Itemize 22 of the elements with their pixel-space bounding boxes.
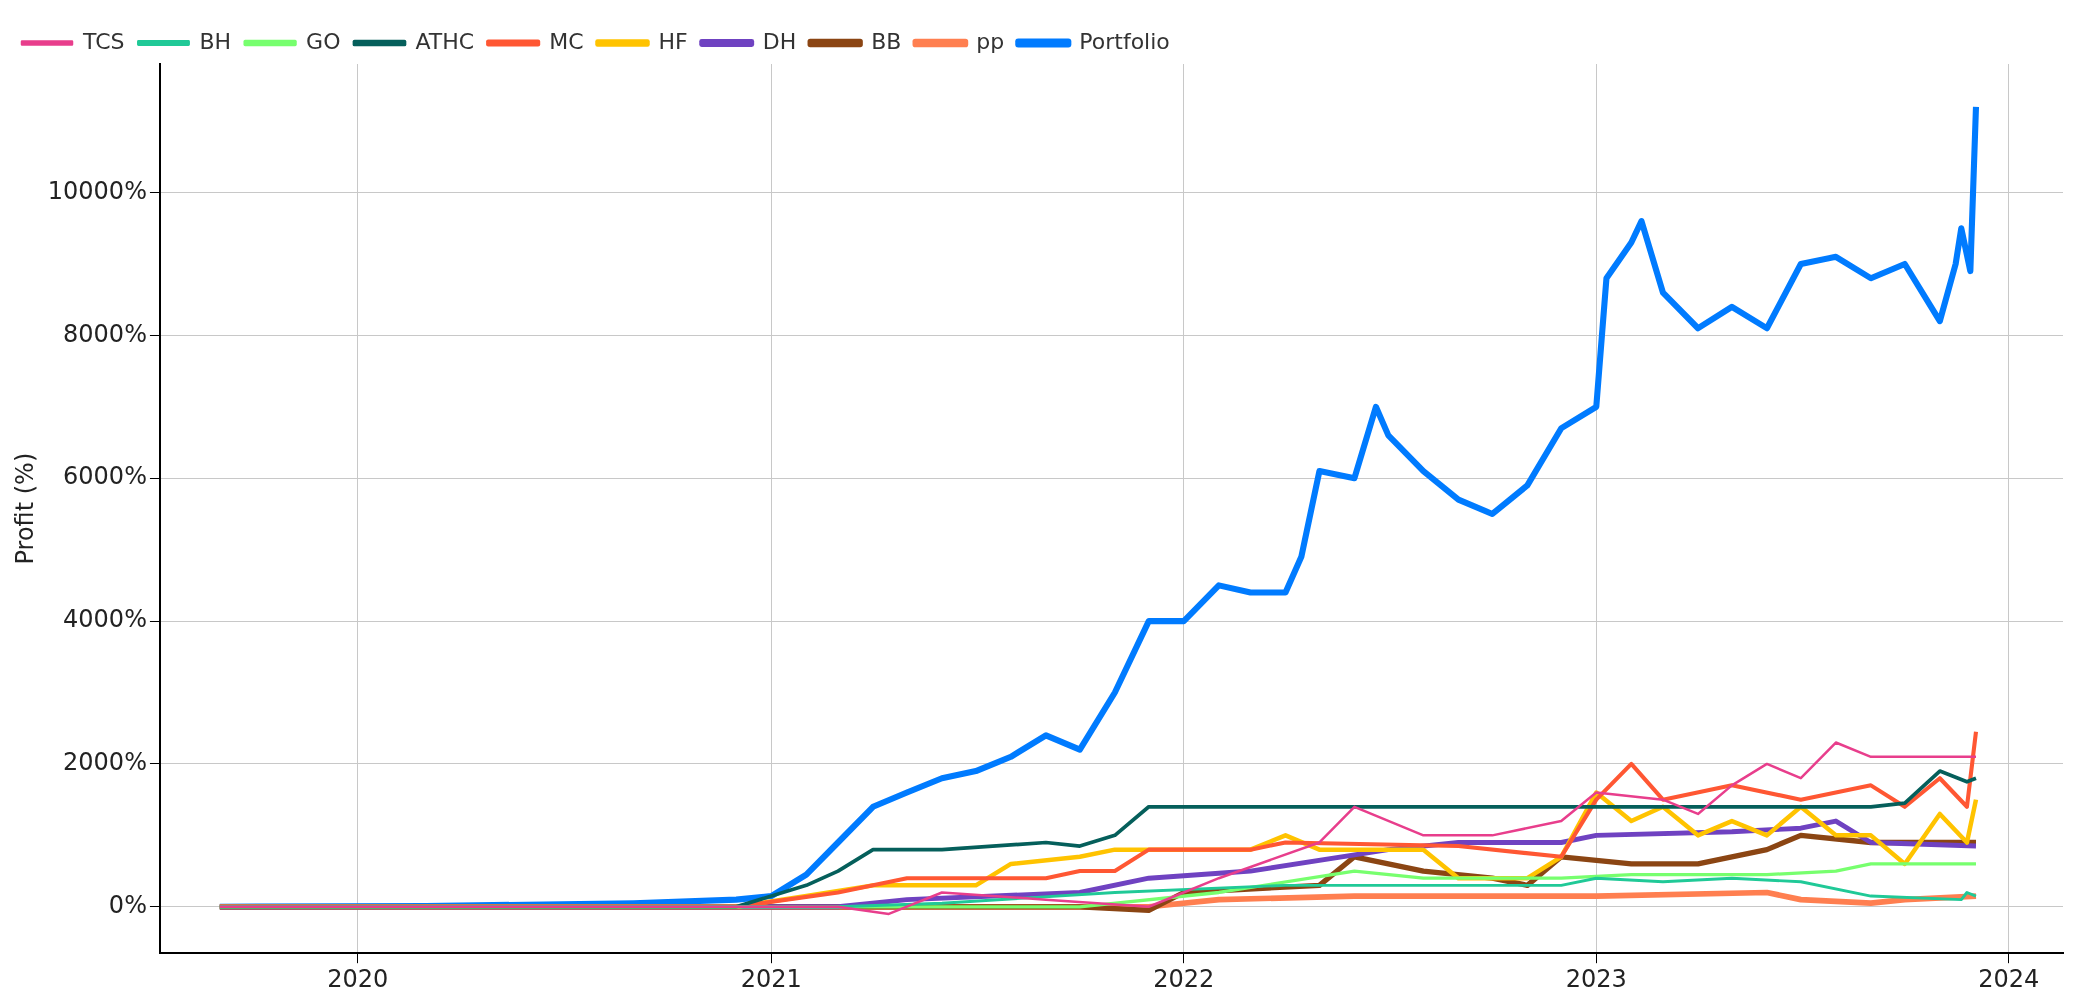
y-tick-label: 6000% [63, 462, 147, 491]
legend-label: GO [306, 28, 341, 54]
legend-label: ATHC [415, 28, 475, 54]
legend-label: Portfolio [1079, 28, 1170, 54]
x-tick-label: 2024 [1978, 964, 2040, 993]
y-tick-label: 10000% [47, 176, 147, 205]
legend-label: BH [199, 28, 232, 54]
x-tick-label: 2021 [740, 964, 802, 993]
legend-label: pp [976, 28, 1005, 54]
x-tick-label: 2022 [1153, 964, 1215, 993]
legend-label: DH [762, 28, 797, 54]
legend-label: BB [871, 28, 902, 54]
y-tick-label: 2000% [63, 748, 147, 777]
y-tick-label: 0% [108, 891, 147, 920]
y-axis-title: Profit (%) [10, 452, 39, 565]
legend-label: TCS [82, 28, 125, 54]
x-tick-label: 2023 [1565, 964, 1627, 993]
x-tick-label: 2020 [327, 964, 389, 993]
legend-label: HF [658, 28, 688, 54]
y-tick-label: 4000% [63, 605, 147, 634]
y-tick-label: 8000% [63, 319, 147, 348]
legend-label: MC [549, 28, 584, 54]
